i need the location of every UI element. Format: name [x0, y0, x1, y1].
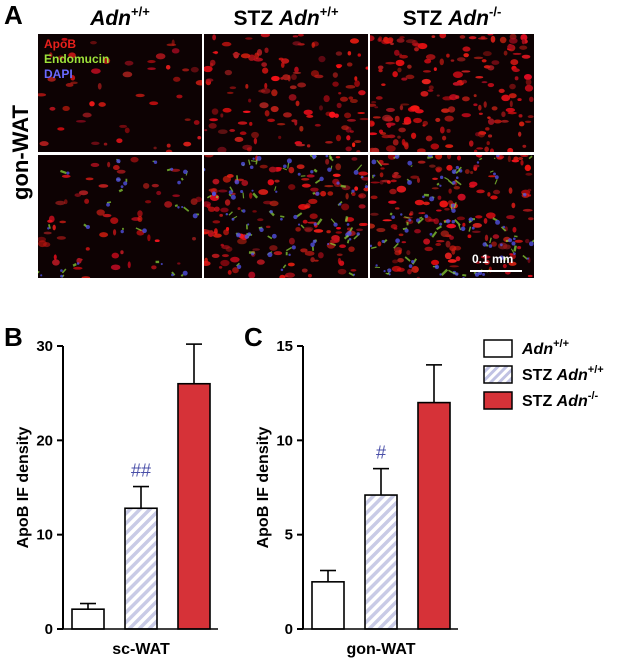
- bar: [364, 494, 398, 630]
- chart-b: 0 10 20 30 ApoB IF density ## sc-WAT: [15, 338, 218, 658]
- panel-b-letter: B: [4, 322, 23, 352]
- y-tick-label: 15: [276, 338, 293, 355]
- y-axis-label: ApoB IF density: [15, 427, 32, 549]
- channel-endomucin: Endomucin: [44, 52, 110, 66]
- bar: [177, 382, 211, 630]
- legend-label-1: Adn+/+: [522, 338, 570, 358]
- micrograph-r1c3: [370, 34, 534, 152]
- channel-legend: ApoB Endomucin DAPI: [44, 37, 109, 82]
- channel-apob: ApoB: [44, 37, 76, 51]
- legend-label-3: STZ Adn-/-: [522, 390, 599, 410]
- scale-bar-label: 0.1 mm: [472, 252, 514, 266]
- bar: [311, 581, 345, 630]
- legend-label-2: STZ Adn+/+: [522, 364, 604, 384]
- legend-swatch-1: [483, 339, 513, 358]
- y-tick-label: 10: [36, 527, 53, 544]
- x-axis-label: sc-WAT: [112, 641, 170, 658]
- tissue-image: [204, 34, 368, 152]
- chart-c: 0 5 10 15 ApoB IF density # gon-WAT: [255, 338, 458, 658]
- legend-swatch-3: [483, 391, 513, 410]
- legend-swatch-2: [483, 365, 513, 384]
- bar: [71, 608, 105, 630]
- bar: [417, 401, 451, 630]
- y-tick-label: 0: [45, 621, 53, 638]
- micrograph-r2c3: [370, 155, 534, 278]
- side-label: gon-WAT: [8, 105, 33, 200]
- x-axis-label: gon-WAT: [346, 641, 415, 658]
- panel-c-letter: C: [244, 322, 263, 352]
- micrograph-r2c2: [204, 155, 368, 278]
- y-axis-label: ApoB IF density: [255, 427, 272, 549]
- y-tick-label: 20: [36, 432, 53, 449]
- channel-dapi: DAPI: [44, 67, 73, 81]
- micrograph-r1c1: [38, 34, 202, 152]
- y-tick-label: 30: [36, 338, 53, 355]
- tissue-image: [370, 34, 534, 152]
- micrograph-r2c1: [38, 155, 202, 278]
- column-header-3: STZ Adn-/-: [402, 4, 502, 30]
- micrograph-r1c2: [204, 34, 368, 152]
- significance-label: #: [376, 443, 386, 463]
- scale-bar: [470, 270, 522, 272]
- legend-swatches: [483, 339, 513, 410]
- significance-label: ##: [131, 461, 151, 481]
- tissue-image: [38, 156, 202, 278]
- column-header-1: Adn+/+: [90, 4, 150, 30]
- y-tick-label: 0: [285, 621, 293, 638]
- legend: Adn+/+ STZ Adn+/+ STZ Adn-/-: [482, 338, 617, 428]
- tissue-image: [38, 37, 202, 152]
- y-tick-label: 10: [276, 432, 293, 449]
- bar: [124, 507, 158, 630]
- panel-a-letter: A: [4, 0, 23, 30]
- tissue-image: [204, 155, 368, 278]
- column-header-2: STZ Adn+/+: [233, 4, 339, 30]
- y-tick-label: 5: [285, 527, 293, 544]
- tissue-image: [370, 155, 534, 278]
